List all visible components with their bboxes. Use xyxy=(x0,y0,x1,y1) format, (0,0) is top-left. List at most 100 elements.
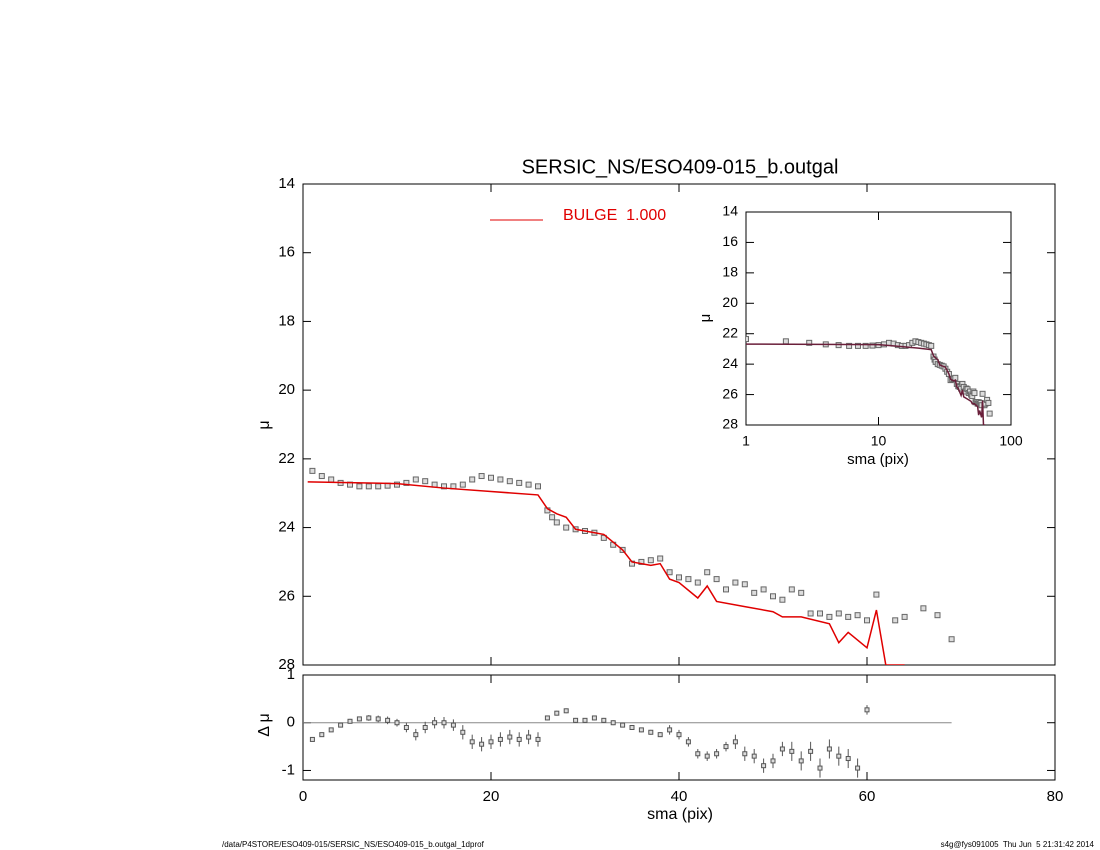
data-point xyxy=(854,612,861,619)
residual-point xyxy=(356,716,362,722)
y-tick-label: 24 xyxy=(722,355,738,371)
chart-title: SERSIC_NS/ESO409-015_b.outgal xyxy=(522,156,839,178)
data-point xyxy=(488,474,494,481)
data-point xyxy=(979,390,986,397)
data-point xyxy=(704,569,711,576)
model-line xyxy=(307,481,905,665)
data-point xyxy=(782,338,789,345)
data-point xyxy=(928,342,935,349)
data-point xyxy=(328,476,335,483)
residual-point xyxy=(591,715,597,721)
residual-point xyxy=(732,739,738,745)
data-point xyxy=(506,478,513,485)
x-tick-label: 60 xyxy=(859,788,876,805)
residual-point xyxy=(516,736,522,742)
residual-point xyxy=(328,727,334,733)
y-tick-label: 14 xyxy=(278,175,295,192)
data-point xyxy=(985,399,992,406)
residual-point xyxy=(826,746,832,752)
data-point xyxy=(553,519,560,526)
data-point xyxy=(685,576,692,583)
x-tick-label: 1 xyxy=(742,433,750,449)
y-tick-label: 20 xyxy=(278,381,295,398)
data-point xyxy=(309,467,316,474)
x-tick-label: 10 xyxy=(871,433,887,449)
plot-area xyxy=(303,705,952,778)
residual-point xyxy=(432,720,438,726)
data-point xyxy=(441,483,447,490)
residual-point xyxy=(845,756,851,762)
residual-point xyxy=(620,722,626,728)
legend-label: BULGE 1.000 xyxy=(563,207,666,224)
residual-point xyxy=(573,717,579,723)
x-tick-label: 0 xyxy=(299,788,307,805)
plot-area xyxy=(307,467,955,665)
residual-point xyxy=(450,722,456,728)
footer-right: s4g@fys091005 Thu Jun 5 21:31:42 2014 xyxy=(941,840,1095,849)
residual-point xyxy=(347,718,353,724)
data-point xyxy=(751,589,758,596)
y-tick-label: 14 xyxy=(722,203,738,219)
data-point xyxy=(469,476,476,483)
data-point xyxy=(535,483,541,490)
data-point xyxy=(746,336,749,343)
data-point xyxy=(741,581,748,588)
data-point xyxy=(657,555,664,562)
data-point xyxy=(318,473,325,480)
y-tick-label: 26 xyxy=(278,587,295,604)
residual-point xyxy=(714,751,720,757)
x-tick-label: 40 xyxy=(671,788,688,805)
y-tick-label: 28 xyxy=(278,656,295,673)
data-point xyxy=(713,576,720,583)
x-axis-label: sma (pix) xyxy=(647,806,713,823)
residual-point xyxy=(836,753,842,759)
residual-point xyxy=(855,765,861,771)
residual-point xyxy=(413,732,419,738)
residual-point xyxy=(488,739,494,745)
y-tick-label: 16 xyxy=(722,233,738,249)
data-point xyxy=(563,524,570,531)
residual-point xyxy=(497,736,503,742)
residual-point xyxy=(667,727,673,733)
data-point xyxy=(666,569,673,576)
plot-area xyxy=(746,336,993,425)
residual-point xyxy=(779,746,785,752)
residual-point xyxy=(394,720,400,726)
data-point xyxy=(854,342,861,349)
residual-point xyxy=(526,734,532,740)
data-point xyxy=(798,589,805,596)
y-tick-label: 28 xyxy=(722,416,738,432)
residual-point xyxy=(544,715,550,721)
data-point xyxy=(845,613,852,620)
residual-point xyxy=(610,720,616,726)
data-point xyxy=(806,339,813,346)
y-tick-label: 20 xyxy=(722,294,738,310)
residual-point xyxy=(723,744,729,750)
data-point xyxy=(892,617,899,624)
data-point xyxy=(394,481,400,488)
y-tick-label: 0 xyxy=(287,714,295,731)
data-point xyxy=(356,483,363,490)
residual-point xyxy=(375,716,381,722)
residual-point xyxy=(554,710,560,716)
data-point xyxy=(948,636,955,643)
data-point xyxy=(920,605,927,612)
data-point xyxy=(760,586,767,593)
residual-point xyxy=(657,732,663,738)
footer-left: /data/P4STORE/ESO409-015/SERSIC_NS/ESO40… xyxy=(222,840,485,849)
data-point xyxy=(807,610,814,617)
residual-point xyxy=(761,763,767,769)
residual-point xyxy=(385,717,391,723)
y-tick-label: 22 xyxy=(722,324,738,340)
data-point xyxy=(525,481,532,488)
residual-point xyxy=(676,732,682,738)
data-point xyxy=(723,586,729,593)
data-point xyxy=(549,514,556,521)
residual-point xyxy=(704,753,710,759)
residual-point xyxy=(441,720,447,726)
residual-point xyxy=(563,708,569,714)
data-point xyxy=(403,479,410,486)
y-axis-label: μ xyxy=(697,314,714,323)
data-point xyxy=(638,558,645,565)
residual-point xyxy=(366,715,372,721)
